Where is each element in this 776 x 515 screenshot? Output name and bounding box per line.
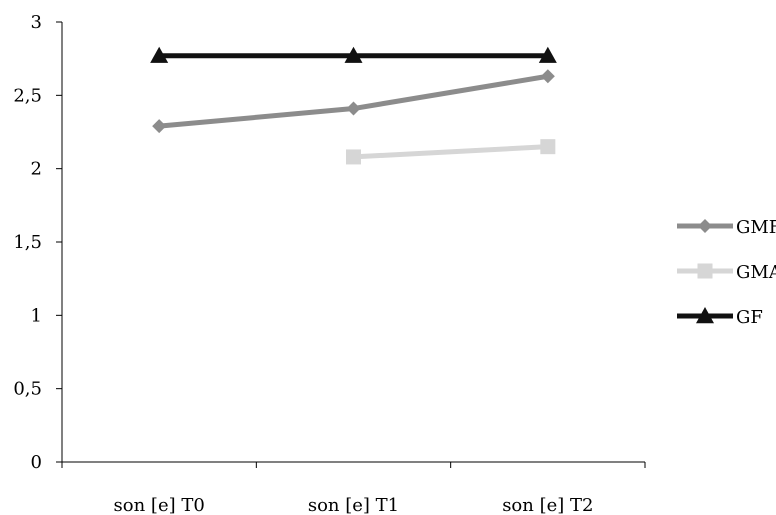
legend-marker-icon (697, 263, 713, 279)
legend-label: GF (736, 307, 763, 328)
legend-item-gmf: GMF (677, 217, 776, 238)
data-point-gma (540, 139, 556, 155)
data-point-gf (538, 46, 557, 63)
series-gf (150, 46, 557, 63)
series-line-gma (353, 144, 548, 160)
y-tick-label: 2 (31, 159, 42, 180)
y-tick-label: 0 (31, 452, 42, 473)
y-tick-label: 0,5 (13, 379, 42, 400)
data-point-gmf (346, 101, 361, 116)
x-tick-label: son [e] T1 (308, 495, 399, 515)
legend-item-gf: GF (677, 307, 763, 328)
legend-label: GMA (736, 262, 776, 283)
x-axis-ticks: son [e] T0 son [e] T1 son [e] T2 (61, 462, 646, 515)
y-axis-ticks: 0 0,5 1 1,5 2 2,5 3 (13, 12, 62, 473)
data-point-gf (150, 46, 169, 63)
data-point-gf (344, 46, 363, 63)
legend-label: GMF (736, 217, 776, 238)
x-tick-label: son [e] T2 (502, 495, 593, 515)
series-line-gmf (158, 73, 549, 129)
y-tick-label: 3 (31, 12, 42, 33)
series-gma (346, 139, 556, 165)
series-gmf (152, 69, 555, 134)
y-tick-label: 2,5 (13, 85, 42, 106)
y-tick-label: 1 (31, 305, 42, 326)
y-tick-label: 1,5 (13, 232, 42, 253)
data-point-gmf (152, 119, 167, 134)
legend-marker-icon (698, 219, 712, 233)
x-tick-label: son [e] T0 (114, 495, 205, 515)
legend: GMF GMA GF (677, 217, 776, 328)
data-point-gmf (540, 69, 555, 84)
data-point-gma (346, 149, 361, 165)
legend-item-gma: GMA (677, 262, 776, 283)
series-layer (150, 46, 557, 165)
legend-marker-icon (696, 307, 714, 324)
